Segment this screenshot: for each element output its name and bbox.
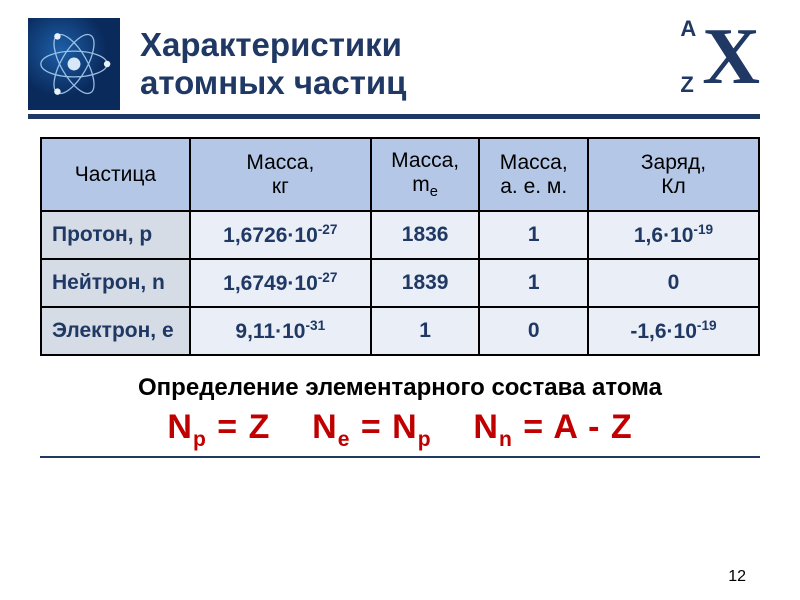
title-line1: Характеристики xyxy=(140,26,668,64)
mass-aem: 1 xyxy=(479,259,588,307)
col-mass-kg: Масса,кг xyxy=(190,138,371,211)
col-mass-me: Масса,me xyxy=(371,138,480,211)
mass-aem: 0 xyxy=(479,307,588,355)
table-row: Нейтрон, n 1,6749·10-27 1839 1 0 xyxy=(41,259,759,307)
col-particle: Частица xyxy=(41,138,190,211)
atom-icon xyxy=(28,18,120,110)
particles-table-container: Частица Масса,кг Масса,me Масса,а. е. м.… xyxy=(0,137,800,356)
notation-a: A xyxy=(680,18,696,40)
table-header-row: Частица Масса,кг Масса,me Масса,а. е. м.… xyxy=(41,138,759,211)
particle-label: Протон, p xyxy=(41,211,190,259)
page-title: Характеристики атомных частиц xyxy=(140,26,668,102)
title-line2: атомных частиц xyxy=(140,64,668,102)
notation-x: X xyxy=(702,21,760,93)
charge: 1,6·10-19 xyxy=(588,211,759,259)
col-mass-aem: Масса,а. е. м. xyxy=(479,138,588,211)
particle-label: Электрон, e xyxy=(41,307,190,355)
charge: -1,6·10-19 xyxy=(588,307,759,355)
particle-label: Нейтрон, n xyxy=(41,259,190,307)
footer-divider xyxy=(40,456,760,458)
notation-z: Z xyxy=(680,74,696,96)
header-divider xyxy=(28,114,760,119)
table-row: Электрон, e 9,11·10-31 1 0 -1,6·10-19 xyxy=(41,307,759,355)
table-row: Протон, p 1,6726·10-27 1836 1 1,6·10-19 xyxy=(41,211,759,259)
mass-kg: 1,6749·10-27 xyxy=(190,259,371,307)
composition-subtitle: Определение элементарного состава атома xyxy=(0,374,800,402)
page-number: 12 xyxy=(728,568,746,586)
particles-table: Частица Масса,кг Масса,me Масса,а. е. м.… xyxy=(40,137,760,356)
table-body: Протон, p 1,6726·10-27 1836 1 1,6·10-19 … xyxy=(41,211,759,355)
composition-formulas: Np = Z Ne = Np Nn = A - Z xyxy=(0,408,800,452)
element-notation: A Z X xyxy=(680,18,760,96)
mass-me: 1 xyxy=(371,307,480,355)
mass-aem: 1 xyxy=(479,211,588,259)
mass-me: 1839 xyxy=(371,259,480,307)
col-charge: Заряд,Кл xyxy=(588,138,759,211)
mass-kg: 1,6726·10-27 xyxy=(190,211,371,259)
header-row: Характеристики атомных частиц A Z X xyxy=(0,0,800,110)
charge: 0 xyxy=(588,259,759,307)
mass-kg: 9,11·10-31 xyxy=(190,307,371,355)
mass-me: 1836 xyxy=(371,211,480,259)
